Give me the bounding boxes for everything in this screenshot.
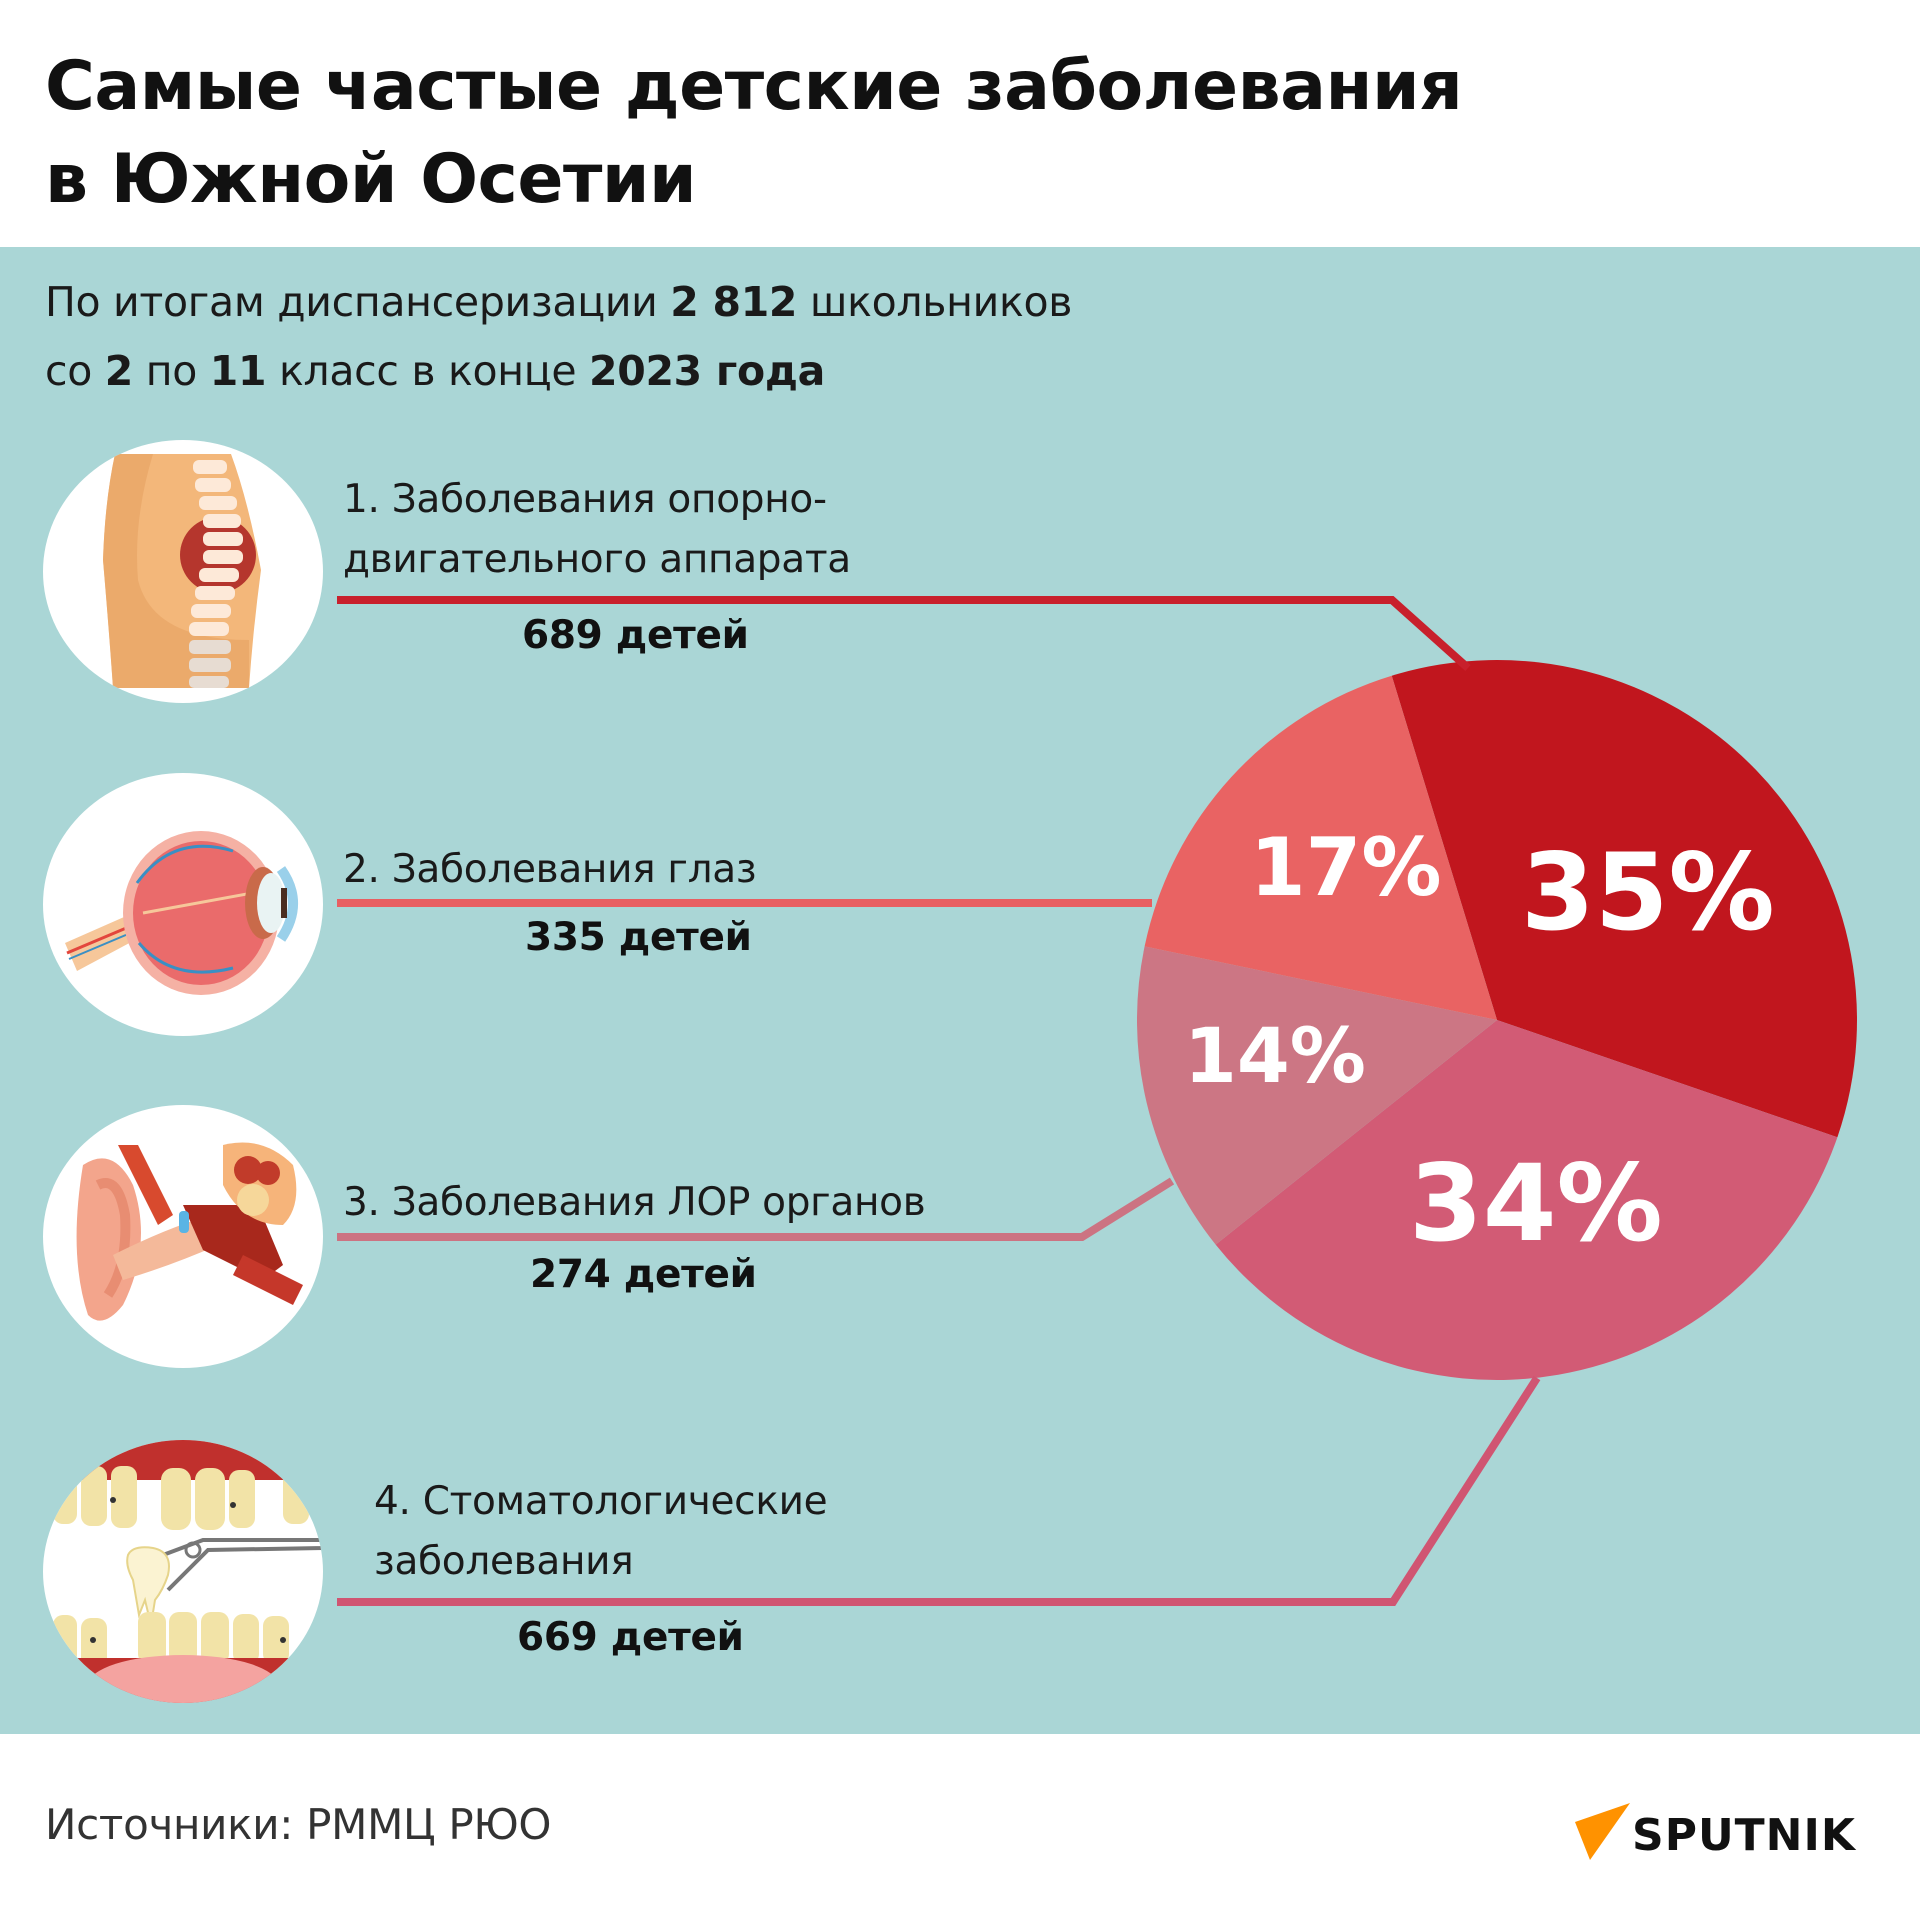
subtitle: По итогам диспансеризации 2 812 школьник… bbox=[45, 268, 1072, 406]
title-line-1: Самые частые детские заболевания bbox=[45, 47, 1463, 126]
item-2-count: 335 детей bbox=[525, 915, 752, 960]
item-2-label: 2. Заболевания глаз bbox=[343, 840, 757, 900]
item-4-count: 669 детей bbox=[517, 1615, 744, 1660]
item-4-label-line-2: заболевания bbox=[374, 1539, 634, 1584]
item-3-count: 274 детей bbox=[530, 1252, 757, 1297]
subtitle-year: 2023 года bbox=[589, 347, 826, 395]
sputnik-logo-icon bbox=[1575, 1803, 1630, 1860]
item-3-label-line-1: 3. Заболевания ЛОР органов bbox=[343, 1180, 926, 1225]
subtitle-text: по bbox=[133, 347, 210, 395]
teeth-icon bbox=[43, 1440, 323, 1703]
subtitle-text: класс в конце bbox=[266, 347, 589, 395]
title-line-2: в Южной Осетии bbox=[45, 140, 697, 219]
sputnik-logo-text: SPUTNIK bbox=[1632, 1810, 1857, 1861]
subtitle-total: 2 812 bbox=[670, 278, 798, 326]
item-4-label: 4. Стоматологические заболевания bbox=[374, 1472, 828, 1592]
spine-icon bbox=[43, 440, 323, 703]
subtitle-grade-from: 2 bbox=[104, 347, 134, 395]
subtitle-text: школьников bbox=[797, 278, 1073, 326]
ear-icon bbox=[43, 1105, 323, 1368]
item-1-count: 689 детей bbox=[522, 613, 749, 658]
subtitle-text: По итогам диспансеризации bbox=[45, 278, 671, 326]
item-1-label-line-2: двигательного аппарата bbox=[343, 537, 851, 582]
subtitle-grade-to: 11 bbox=[209, 347, 267, 395]
source-note: Источники: РММЦ РЮО bbox=[45, 1800, 552, 1849]
item-1-label-line-1: 1. Заболевания опорно- bbox=[343, 477, 827, 522]
item-1-label: 1. Заболевания опорно- двигательного апп… bbox=[343, 470, 851, 590]
subtitle-text: со bbox=[45, 347, 105, 395]
item-4-label-line-1: 4. Стоматологические bbox=[374, 1479, 828, 1524]
item-2-label-line-1: 2. Заболевания глаз bbox=[343, 847, 757, 892]
page-title: Самые частые детские заболевания в Южной… bbox=[45, 40, 1463, 226]
item-3-label: 3. Заболевания ЛОР органов bbox=[343, 1173, 926, 1233]
sputnik-logo: SPUTNIK bbox=[1575, 1803, 1857, 1861]
eye-icon bbox=[43, 773, 323, 1036]
